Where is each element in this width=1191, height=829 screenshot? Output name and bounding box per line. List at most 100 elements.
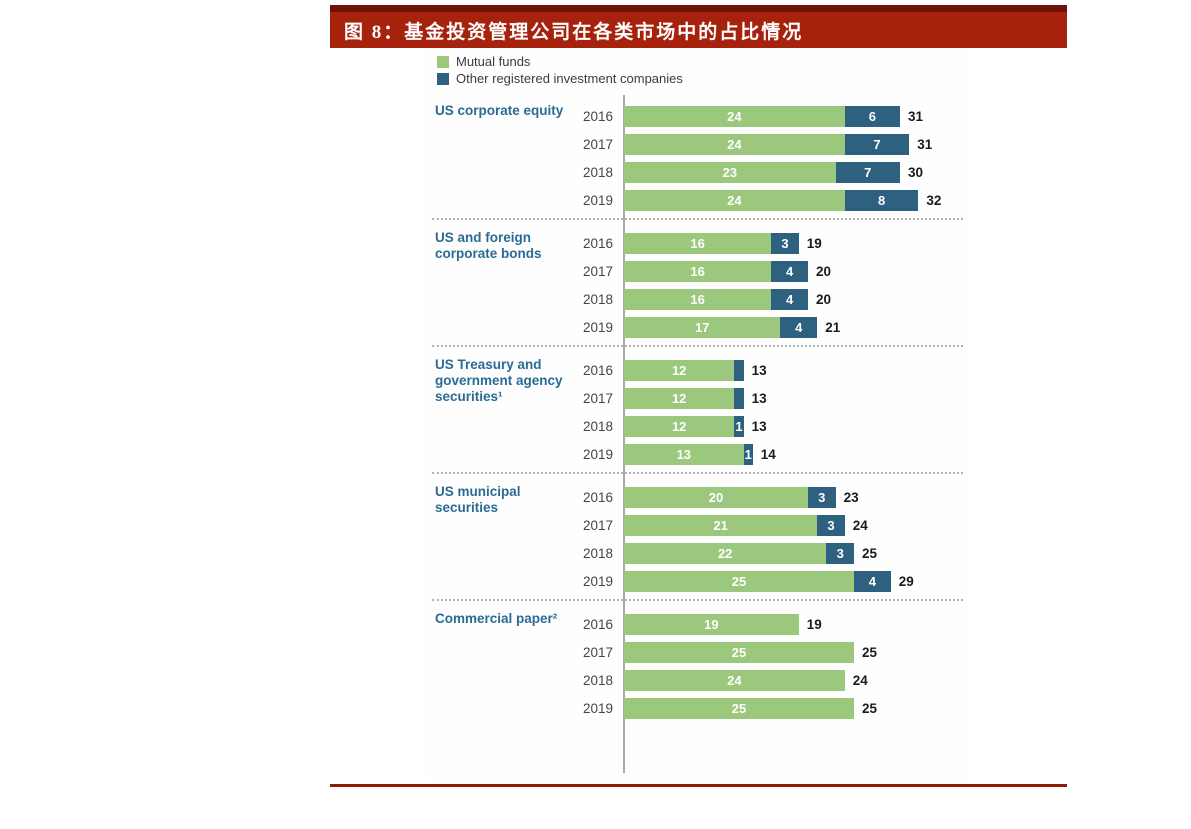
mutual-funds-value-label: 25 <box>731 701 747 716</box>
mutual-funds-value-label: 24 <box>727 109 742 124</box>
mutual-funds-value-label: 17 <box>694 320 710 335</box>
stacked-bar: 21 3 24 <box>624 515 868 536</box>
other-companies-segment: 8 <box>844 190 919 211</box>
mutual-funds-segment: 16 <box>624 289 772 310</box>
mutual-funds-segment: 24 <box>624 106 845 127</box>
year-label: 2019 <box>582 574 613 589</box>
other-companies-value-label: 3 <box>827 518 835 533</box>
other-companies-value-label: 7 <box>864 165 872 180</box>
mutual-funds-segment: 16 <box>624 233 772 254</box>
bar-row: 2017 16 4 20 <box>561 261 968 282</box>
stacked-bar: 24 24 <box>624 670 868 691</box>
total-value-label: 31 <box>907 109 924 124</box>
other-companies-value-label: 4 <box>868 574 877 589</box>
total-value-label: 13 <box>751 419 767 434</box>
mutual-funds-value-label: 23 <box>722 165 738 180</box>
mutual-funds-segment: 25 <box>624 642 854 663</box>
other-companies-value-label: 1 <box>744 447 752 462</box>
category-label: US and foreign corporate bonds <box>435 230 542 261</box>
chart-section: Commercial paper² 2016 19 19 2017 25 25 2018 24 2… <box>427 601 968 719</box>
other-companies-value-label: 4 <box>795 320 803 335</box>
mutual-funds-segment: 24 <box>624 134 845 155</box>
total-value-label: 29 <box>898 574 914 589</box>
stacked-bar: 13 1 14 <box>624 444 776 465</box>
year-label: 2016 <box>582 109 613 124</box>
bar-row: 2019 25 4 29 <box>561 571 968 592</box>
chart-legend: Mutual funds Other registered investment… <box>437 55 683 89</box>
mutual-funds-value-label: 12 <box>671 419 687 434</box>
chart-section: US municipal securities 2016 20 3 23 2017 21 3 2… <box>427 474 968 592</box>
mutual-funds-value-label: 24 <box>727 137 742 152</box>
other-companies-segment: 4 <box>854 571 891 592</box>
mutual-funds-value-label: 25 <box>731 645 747 660</box>
stacked-bar: 25 25 <box>624 642 877 663</box>
total-value-label: 25 <box>862 701 878 716</box>
mutual-funds-segment: 12 <box>624 360 735 381</box>
other-companies-segment: 1 <box>743 444 753 465</box>
year-label: 2019 <box>582 193 613 208</box>
legend-label-other-companies: Other registered investment companies <box>456 71 683 86</box>
total-value-label: 19 <box>806 236 822 251</box>
mutual-funds-value-label: 13 <box>676 447 692 462</box>
chart-section: US Treasury and government agency securi… <box>427 347 968 465</box>
stacked-bar: 16 4 20 <box>624 261 831 282</box>
other-companies-segment: 4 <box>771 289 808 310</box>
year-label: 2017 <box>582 391 613 406</box>
mutual-funds-segment: 21 <box>624 515 818 536</box>
title-bar: 图 8：基金投资管理公司在各类市场中的占比情况 <box>330 12 1067 48</box>
other-companies-value-label: 6 <box>868 109 876 124</box>
legend-item-other-companies: Other registered investment companies <box>437 72 683 86</box>
other-companies-swatch-icon <box>437 73 449 85</box>
stacked-bar: 16 4 20 <box>624 289 831 310</box>
bar-rows: 2016 20 3 23 2017 21 3 24 2018 22 3 25 2019 25 4 29 <box>561 487 968 592</box>
mutual-funds-value-label: 12 <box>671 391 687 406</box>
total-value-label: 13 <box>751 363 767 378</box>
year-label: 2018 <box>582 673 613 688</box>
stacked-bar: 17 4 21 <box>624 317 840 338</box>
bar-row: 2018 23 7 30 <box>561 162 968 183</box>
other-companies-value-label: 4 <box>785 264 794 279</box>
stacked-bar: 12 1 13 <box>624 416 767 437</box>
total-value-label: 32 <box>926 193 942 208</box>
bar-row: 2018 12 1 13 <box>561 416 968 437</box>
year-label: 2018 <box>582 419 613 434</box>
other-companies-segment <box>734 388 744 409</box>
bar-rows: 2016 16 3 19 2017 16 4 20 2018 16 4 20 2019 17 4 21 <box>561 233 968 338</box>
mutual-funds-segment: 20 <box>624 487 808 508</box>
stacked-bar: 16 3 19 <box>624 233 822 254</box>
year-label: 2018 <box>582 165 613 180</box>
mutual-funds-segment: 19 <box>624 614 799 635</box>
mutual-funds-swatch-icon <box>437 56 449 68</box>
figure-title-bar: 图 8：基金投资管理公司在各类市场中的占比情况 <box>330 5 1067 48</box>
chart-sections: US corporate equity 2016 24 6 31 2017 24 7 31 201… <box>427 93 968 726</box>
mutual-funds-segment: 16 <box>624 261 772 282</box>
bar-row: 2019 24 8 32 <box>561 190 968 211</box>
total-value-label: 23 <box>843 490 859 505</box>
total-value-label: 25 <box>861 546 878 561</box>
total-value-label: 13 <box>751 391 767 406</box>
total-value-label: 25 <box>862 645 878 660</box>
legend-label-mutual-funds: Mutual funds <box>456 54 531 69</box>
other-companies-value-label: 7 <box>873 137 881 152</box>
bar-row: 2016 20 3 23 <box>561 487 968 508</box>
year-label: 2019 <box>582 320 613 335</box>
other-companies-value-label: 8 <box>877 193 886 208</box>
mutual-funds-segment: 24 <box>624 670 845 691</box>
year-label: 2016 <box>582 363 613 378</box>
total-value-label: 19 <box>806 617 822 632</box>
section-separator <box>432 472 963 474</box>
other-companies-value-label: 3 <box>818 490 826 505</box>
category-label: Commercial paper² <box>435 611 558 626</box>
year-label: 2016 <box>582 490 613 505</box>
bar-row: 2018 22 3 25 <box>561 543 968 564</box>
mutual-funds-segment: 22 <box>624 543 827 564</box>
stacked-bar: 25 25 <box>624 698 877 719</box>
bar-row: 2016 19 19 <box>561 614 968 635</box>
bar-row: 2018 16 4 20 <box>561 289 968 310</box>
bar-rows: 2016 19 19 2017 25 25 2018 24 24 2019 25 25 <box>561 614 968 719</box>
mutual-funds-segment: 24 <box>624 190 845 211</box>
bottom-divider-rule <box>330 784 1067 787</box>
other-companies-segment <box>734 360 744 381</box>
year-label: 2017 <box>582 645 613 660</box>
bar-row: 2017 25 25 <box>561 642 968 663</box>
